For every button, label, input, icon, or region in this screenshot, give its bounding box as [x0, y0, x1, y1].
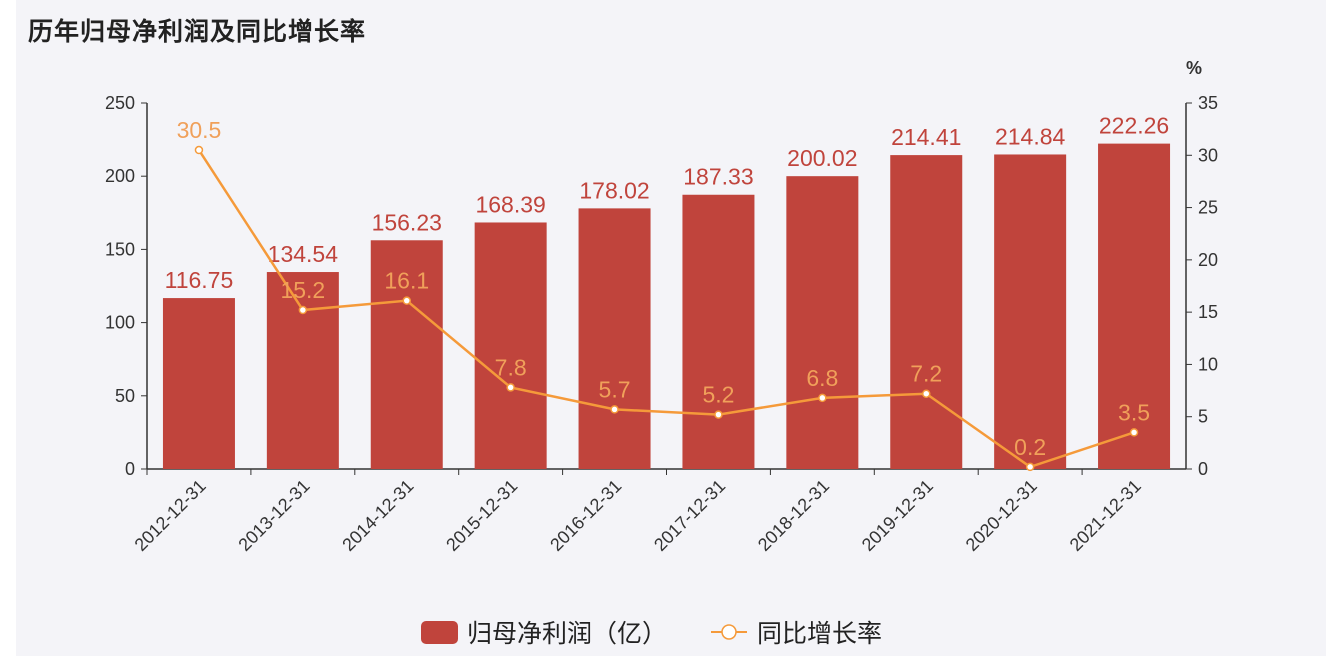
right-axis-tick-label: 30	[1198, 145, 1218, 165]
legend-line-marker	[721, 624, 737, 640]
bar-data-label: 214.84	[995, 123, 1066, 149]
left-axis-tick-label: 0	[125, 459, 135, 479]
growth-rate-data-label: 6.8	[806, 365, 838, 391]
right-axis-tick-label: 15	[1198, 302, 1218, 322]
x-axis-tick-label: 2020-12-31	[962, 476, 1041, 555]
legend-line-label: 同比增长率	[757, 619, 882, 648]
chart-title: 历年归母净利润及同比增长率	[28, 17, 367, 46]
right-axis-tick-label: 35	[1198, 93, 1218, 113]
bar	[682, 194, 755, 469]
growth-rate-data-label: 5.2	[702, 382, 734, 408]
growth-rate-point	[402, 296, 411, 305]
x-axis-tick-label: 2021-12-31	[1066, 476, 1145, 555]
bar	[994, 154, 1067, 469]
x-axis-tick-label: 2016-12-31	[546, 476, 625, 555]
x-axis-tick-label: 2018-12-31	[754, 476, 833, 555]
growth-rate-data-label: 3.5	[1118, 399, 1150, 425]
growth-rate-data-label: 7.8	[495, 354, 527, 380]
bar	[162, 298, 235, 469]
growth-rate-data-label: 0.2	[1014, 434, 1046, 460]
bar	[578, 208, 651, 469]
bar-data-label: 116.75	[165, 267, 234, 293]
legend-bar-label: 归母净利润（亿）	[467, 619, 667, 648]
bar	[1098, 143, 1171, 469]
bar	[786, 176, 859, 469]
growth-rate-point	[194, 145, 204, 155]
x-axis-tick-label: 2014-12-31	[338, 476, 417, 555]
bar-data-label: 222.26	[1099, 113, 1169, 139]
growth-rate-data-label: 30.5	[177, 117, 222, 143]
right-axis-tick-label: 20	[1198, 250, 1218, 270]
growth-rate-point	[506, 383, 515, 392]
right-axis-tick-label: 5	[1198, 407, 1208, 427]
growth-rate-point	[922, 389, 931, 398]
x-axis-tick-label: 2012-12-31	[131, 476, 210, 555]
growth-rate-point	[818, 393, 827, 403]
bar-data-label: 200.02	[787, 145, 857, 171]
growth-rate-point	[1025, 462, 1035, 472]
growth-rate-point	[1129, 428, 1139, 437]
left-axis-tick-label: 50	[115, 386, 135, 406]
right-axis-tick-label: 25	[1198, 198, 1218, 218]
growth-rate-point	[610, 405, 619, 414]
x-axis-tick-label: 2019-12-31	[858, 476, 937, 555]
bar-data-label: 178.02	[579, 177, 649, 203]
x-axis-tick-label: 2013-12-31	[234, 476, 313, 555]
bar-data-label: 134.54	[268, 241, 339, 267]
left-axis-tick-label: 200	[105, 166, 135, 186]
right-axis-tick-label: 0	[1198, 459, 1208, 479]
right-axis-tick-label: 10	[1198, 354, 1218, 374]
x-axis-tick-label: 2015-12-31	[442, 476, 521, 555]
growth-rate-point	[714, 410, 723, 419]
left-axis-tick-label: 250	[105, 93, 135, 113]
bar-data-label: 187.33	[683, 164, 753, 190]
growth-rate-data-label: 16.1	[384, 268, 429, 294]
bar	[474, 222, 547, 469]
growth-rate-data-label: 5.7	[599, 376, 631, 402]
bar	[370, 240, 443, 469]
growth-rate-data-label: 7.2	[910, 361, 942, 387]
right-axis-unit-label: %	[1186, 58, 1202, 78]
legend-bar-swatch	[421, 621, 458, 644]
growth-rate-line	[197, 149, 1135, 469]
x-axis-tick-label: 2017-12-31	[650, 476, 729, 555]
bar-data-label: 214.41	[891, 124, 961, 150]
growth-rate-data-label: 15.2	[280, 277, 325, 303]
bar-data-label: 156.23	[372, 209, 442, 235]
left-axis-tick-label: 100	[105, 313, 135, 333]
bar-data-label: 168.39	[475, 191, 545, 217]
bar	[890, 155, 963, 469]
bar	[266, 272, 339, 469]
left-axis-tick-label: 150	[105, 239, 135, 259]
growth-rate-point	[298, 305, 308, 315]
